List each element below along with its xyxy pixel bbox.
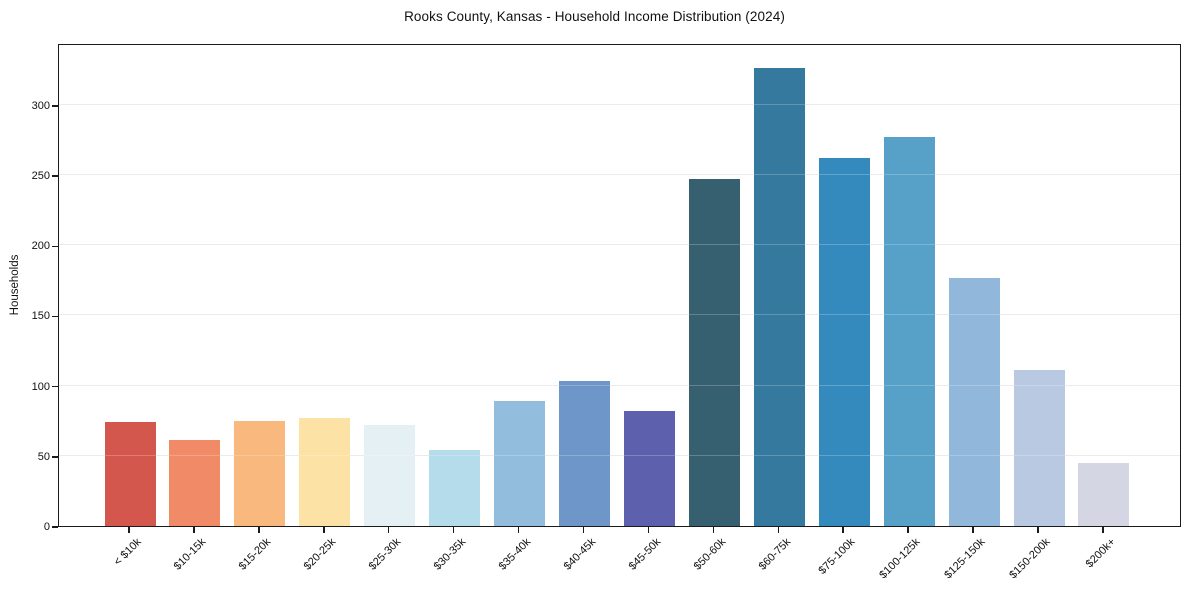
chart-title: Rooks County, Kansas - Household Income … xyxy=(404,9,785,24)
bar-$60-75k xyxy=(753,68,805,526)
bar-$25-30k xyxy=(364,424,416,526)
y-tick-label-200: 200 xyxy=(31,240,50,253)
x-tick-mark-10 xyxy=(777,527,780,533)
x-tick-mark-6 xyxy=(517,527,520,533)
gridline-50 xyxy=(59,454,1180,456)
y-tick-label-50: 50 xyxy=(37,450,50,463)
bar-$150-200k xyxy=(1013,370,1065,526)
x-tick-label-text: $100-125k xyxy=(877,536,923,582)
gridline-300 xyxy=(59,103,1180,105)
bar-$15-20k xyxy=(234,420,286,526)
gridline-100 xyxy=(59,384,1180,386)
x-tick-mark-8 xyxy=(647,527,650,533)
bar-$20-25k xyxy=(299,417,351,526)
x-tick-label-text: $10-15k xyxy=(171,536,209,573)
y-tick-mark-0 xyxy=(52,526,58,528)
x-tick-mark-5 xyxy=(452,527,455,533)
bar-$30-35k xyxy=(429,450,481,526)
bar-$40-45k xyxy=(559,381,610,526)
x-tick-mark-9 xyxy=(712,527,715,533)
bar-$200k+ xyxy=(1078,462,1130,526)
y-tick-mark-250 xyxy=(52,175,58,177)
bar-$125-150k xyxy=(948,277,1000,526)
gridline-overlay-150 xyxy=(59,314,1180,316)
x-tick-mark-11 xyxy=(842,527,844,533)
bar-$45-50k xyxy=(623,410,675,526)
y-tick-label-100: 100 xyxy=(31,380,50,393)
y-tick-label-150: 150 xyxy=(31,310,50,323)
x-tick-mark-13 xyxy=(972,527,974,533)
x-tick-label-text: $35-40k xyxy=(496,536,534,573)
y-tick-mark-100 xyxy=(52,385,58,388)
x-tick-mark-14 xyxy=(1037,527,1039,533)
gridline-overlay-100 xyxy=(59,384,1180,386)
bar-$35-40k xyxy=(494,401,546,526)
x-tick-label-text: $45-50k xyxy=(626,536,663,573)
x-tick-mark-4 xyxy=(387,527,390,533)
y-tick-label-0: 0 xyxy=(43,521,50,533)
bar-$50-60k xyxy=(688,179,740,526)
x-tick-label-text: $50-60k xyxy=(691,536,728,573)
gridline-overlay-250 xyxy=(59,174,1180,176)
y-tick-mark-50 xyxy=(52,456,58,458)
y-tick-mark-150 xyxy=(52,315,58,318)
bar-$75-100k xyxy=(818,158,870,526)
gridline-overlay-300 xyxy=(59,103,1180,105)
gridline-200 xyxy=(59,244,1180,246)
y-tick-mark-300 xyxy=(52,105,58,107)
x-tick-mark-2 xyxy=(258,527,260,533)
gridline-150 xyxy=(59,314,1180,316)
x-tick-mark-15 xyxy=(1102,527,1104,533)
x-tick-mark-3 xyxy=(323,527,325,533)
gridline-overlay-50 xyxy=(59,454,1180,456)
bar-$100-125k xyxy=(883,137,935,526)
y-tick-label-250: 250 xyxy=(31,170,50,183)
gridline-overlay-200 xyxy=(59,244,1180,246)
bar-$10-15k xyxy=(169,440,221,526)
x-tick-mark-0 xyxy=(128,527,130,533)
x-tick-mark-7 xyxy=(582,527,585,533)
x-tick-label-text: $200k+ xyxy=(1083,536,1118,571)
x-tick-label-text: < $10k xyxy=(111,536,144,569)
x-tick-label-text: $150-200k xyxy=(1007,536,1053,582)
x-tick-mark-12 xyxy=(907,527,909,533)
y-axis-label: Households xyxy=(9,254,21,316)
x-tick-label-text: $40-45k xyxy=(561,536,598,573)
x-tick-label-text: $60-75k xyxy=(756,536,793,573)
y-tick-label-300: 300 xyxy=(31,99,50,112)
x-tick-label-text: $25-30k xyxy=(366,536,404,573)
x-tick-label-text: $20-25k xyxy=(301,536,339,573)
x-tick-label-text: $15-20k xyxy=(236,536,274,573)
x-tick-label-text: $30-35k xyxy=(431,536,469,573)
plot-area xyxy=(58,44,1181,527)
x-tick-label-text: $125-150k xyxy=(942,536,988,582)
x-tick-label-text: $75-100k xyxy=(816,536,858,577)
x-tick-mark-1 xyxy=(193,527,195,533)
y-tick-mark-200 xyxy=(52,245,58,248)
gridline-250 xyxy=(59,174,1180,176)
bar-< $10k xyxy=(104,422,156,526)
